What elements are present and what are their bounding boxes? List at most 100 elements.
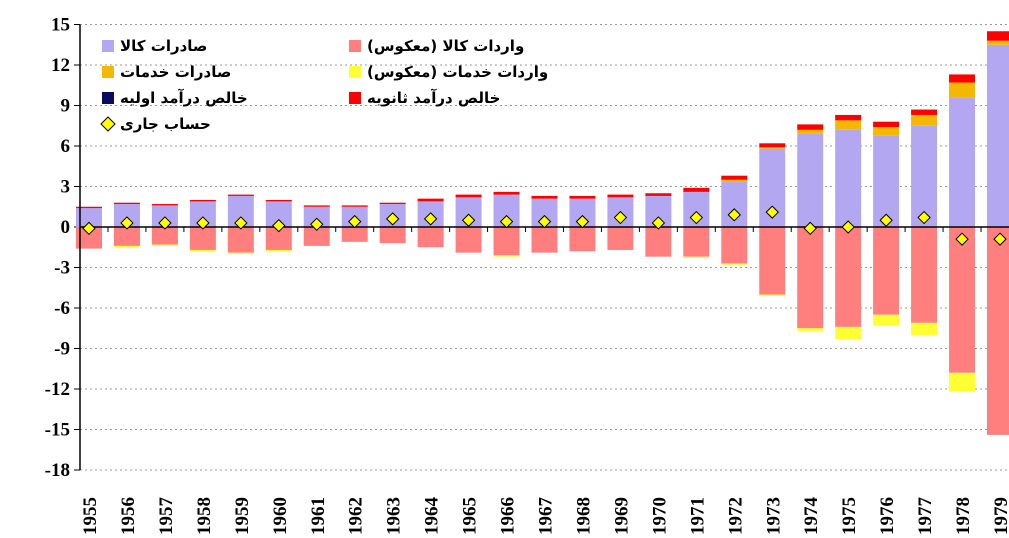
- bar: [987, 227, 1009, 435]
- current-account-marker: [196, 216, 210, 230]
- x-tick-label: 1959: [232, 497, 253, 535]
- bar: [417, 198, 444, 202]
- bar: [759, 143, 786, 148]
- y-tick-label: -12: [45, 379, 70, 400]
- y-tick-label: -3: [54, 258, 70, 279]
- bar: [151, 227, 178, 245]
- bar: [721, 175, 748, 180]
- y-tick-label: -9: [54, 339, 70, 360]
- bar: [455, 194, 482, 198]
- current-account-marker: [765, 205, 779, 219]
- bar: [76, 206, 102, 209]
- bar: [949, 372, 976, 392]
- bar: [683, 187, 710, 192]
- x-tick-label: 1971: [687, 497, 708, 535]
- bar: [683, 227, 710, 257]
- bar: [151, 204, 178, 206]
- bar: [911, 125, 938, 227]
- current-account-marker: [879, 213, 893, 227]
- x-tick-label: 1957: [156, 497, 177, 536]
- bar: [76, 227, 102, 249]
- bar: [797, 129, 824, 134]
- current-account-marker: [82, 221, 96, 236]
- current-account-marker: [120, 216, 134, 230]
- bar: [987, 44, 1009, 227]
- y-tick-label: 12: [51, 55, 70, 76]
- bar: [987, 31, 1009, 41]
- x-tick-label: 1958: [194, 497, 215, 535]
- x-tick-label: 1955: [80, 497, 101, 535]
- current-account-marker: [689, 210, 704, 225]
- current-account-marker: [841, 220, 855, 234]
- bar: [835, 129, 862, 227]
- y-tick-label: -6: [54, 298, 70, 319]
- x-tick-label: 1970: [649, 497, 670, 535]
- bar: [151, 244, 178, 246]
- bar: [531, 195, 558, 199]
- bar: [113, 245, 140, 248]
- bar: [493, 191, 520, 195]
- current-account-marker: [385, 212, 400, 226]
- x-tick-label: 1956: [118, 497, 139, 535]
- x-tick-label: 1964: [422, 497, 443, 536]
- bar: [721, 179, 748, 182]
- bar: [911, 227, 938, 323]
- current-account-marker: [348, 214, 362, 229]
- y-tick-label: 0: [61, 217, 71, 238]
- x-tick-label: 1978: [953, 497, 974, 535]
- bar: [721, 227, 748, 264]
- bar: [835, 326, 862, 340]
- bar: [949, 74, 976, 83]
- bar: [227, 227, 254, 253]
- bar: [759, 147, 786, 149]
- current-account-marker: [917, 210, 931, 225]
- current-account-marker: [803, 221, 817, 236]
- bar: [189, 227, 216, 250]
- legend-label: صادرات خدمات: [120, 63, 231, 81]
- x-tick-label: 1961: [308, 497, 329, 535]
- bar: [873, 127, 900, 136]
- x-tick-label: 1968: [573, 497, 594, 535]
- y-tick-label: 3: [61, 177, 71, 198]
- current-account-marker: [499, 214, 514, 229]
- current-account-marker: [727, 208, 741, 222]
- bar: [721, 263, 748, 265]
- legend-swatch: [102, 40, 114, 52]
- x-tick-label: 1973: [763, 497, 784, 535]
- bar: [189, 249, 216, 252]
- bar: [797, 328, 824, 331]
- x-tick-label: 1976: [877, 497, 898, 535]
- bar: [265, 249, 292, 252]
- x-tick-label: 1969: [611, 497, 632, 535]
- bar: [797, 124, 824, 130]
- bar: [265, 227, 292, 250]
- bar: [113, 227, 140, 246]
- current-account-marker: [575, 214, 590, 229]
- bar: [759, 227, 786, 295]
- bar: [569, 227, 596, 252]
- bar: [987, 40, 1009, 45]
- x-tick-label: 1963: [384, 497, 405, 535]
- current-account-marker: [234, 216, 248, 230]
- bar: [151, 205, 178, 227]
- bar: [873, 121, 900, 128]
- bar: [835, 120, 862, 130]
- bar: [759, 294, 786, 296]
- legend-label: واردات خدمات (معکوس): [367, 63, 548, 81]
- legend-label: حساب جاری: [120, 115, 211, 133]
- bar: [303, 206, 330, 227]
- x-tick-label: 1977: [915, 497, 936, 536]
- bar: [341, 227, 368, 242]
- bar: [645, 227, 672, 257]
- current-account-marker: [423, 212, 438, 226]
- x-tick-label: 1974: [801, 497, 822, 536]
- current-account-marker: [651, 216, 666, 230]
- x-tick-label: 1972: [725, 497, 746, 535]
- bar: [911, 114, 938, 126]
- y-tick-label: -18: [45, 460, 70, 481]
- bar: [113, 204, 140, 227]
- bar: [189, 200, 216, 202]
- bar: [797, 227, 824, 329]
- x-tick-label: 1967: [536, 497, 557, 536]
